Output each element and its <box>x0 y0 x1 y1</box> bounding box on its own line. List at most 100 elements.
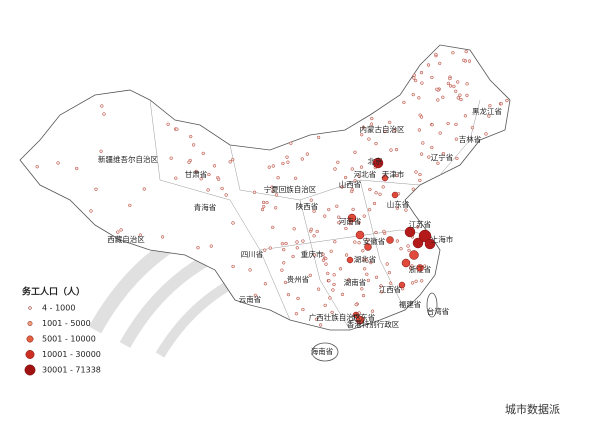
point <box>414 170 418 174</box>
point <box>419 152 424 156</box>
point <box>357 174 361 178</box>
point <box>119 228 123 232</box>
point-large <box>404 226 416 238</box>
point <box>383 129 387 134</box>
point <box>284 241 288 246</box>
point <box>335 204 339 208</box>
point <box>362 267 367 271</box>
point <box>418 178 422 183</box>
province-label: 云南省 <box>239 294 262 304</box>
point <box>263 282 268 286</box>
point <box>382 229 386 234</box>
point <box>350 189 354 194</box>
point <box>292 227 296 231</box>
point <box>209 244 213 248</box>
point <box>196 246 200 250</box>
province-label: 青海省 <box>194 202 217 212</box>
point <box>283 280 288 285</box>
point <box>368 187 372 192</box>
point-large <box>424 238 436 250</box>
point <box>271 164 275 168</box>
point <box>454 137 459 141</box>
point <box>286 160 290 164</box>
point <box>448 84 453 88</box>
legend-label: 10001 - 30000 <box>42 350 101 359</box>
legend-symbol <box>24 364 36 376</box>
point <box>436 98 440 102</box>
point <box>327 207 331 212</box>
point <box>423 264 427 268</box>
point <box>328 296 332 300</box>
point <box>359 165 364 169</box>
province-label: 福建省 <box>399 299 422 309</box>
point <box>367 137 371 141</box>
province-label: 海南省 <box>311 346 334 356</box>
point <box>99 149 103 153</box>
point <box>430 75 434 80</box>
point <box>175 127 179 131</box>
province-label: 陕西省 <box>296 201 319 211</box>
point <box>374 191 378 195</box>
point <box>337 220 341 225</box>
point <box>367 208 372 212</box>
point-large <box>386 236 394 244</box>
point <box>370 116 374 121</box>
point-large <box>347 213 357 223</box>
point <box>295 240 299 244</box>
point-large <box>412 237 424 249</box>
point <box>430 123 434 127</box>
province-label: 辽宁省 <box>431 152 454 162</box>
point <box>56 161 60 165</box>
point <box>487 114 491 118</box>
point <box>337 215 341 219</box>
point <box>353 240 357 244</box>
point <box>369 122 374 126</box>
point <box>413 78 418 83</box>
province-label: 河南省 <box>339 216 362 226</box>
point <box>455 156 459 161</box>
point <box>309 198 313 202</box>
point <box>374 275 379 279</box>
point <box>379 290 384 294</box>
province-label: 安徽省 <box>363 236 386 246</box>
point <box>426 63 431 67</box>
point <box>268 246 272 250</box>
point-large <box>418 229 432 243</box>
point <box>381 185 385 189</box>
point <box>295 246 299 250</box>
point <box>199 177 203 181</box>
point <box>463 114 468 118</box>
point <box>263 248 267 252</box>
hainan-outline <box>311 342 339 362</box>
point <box>353 179 357 183</box>
province-label: 四川省 <box>241 249 264 259</box>
point <box>434 52 438 57</box>
point <box>385 262 389 266</box>
point <box>361 249 365 253</box>
point <box>462 58 466 62</box>
point <box>308 273 312 278</box>
point <box>499 102 503 106</box>
province-label: 北京 <box>368 156 383 166</box>
point <box>324 262 328 266</box>
point <box>417 128 422 132</box>
point <box>374 230 378 235</box>
province-borders <box>149 99 481 331</box>
legend-label: 5001 - 10000 <box>42 335 96 344</box>
point <box>293 176 298 180</box>
point <box>309 227 313 231</box>
point <box>448 76 452 81</box>
legend-symbol <box>26 335 34 343</box>
point <box>270 185 274 189</box>
legend-label: 1001 - 5000 <box>42 319 91 328</box>
point <box>441 95 445 99</box>
point <box>417 96 421 100</box>
point <box>421 141 425 145</box>
point <box>189 134 193 139</box>
point <box>321 258 326 262</box>
point <box>408 266 413 270</box>
point <box>467 59 472 63</box>
point-large <box>355 315 365 325</box>
point <box>286 292 291 297</box>
point <box>35 165 39 169</box>
